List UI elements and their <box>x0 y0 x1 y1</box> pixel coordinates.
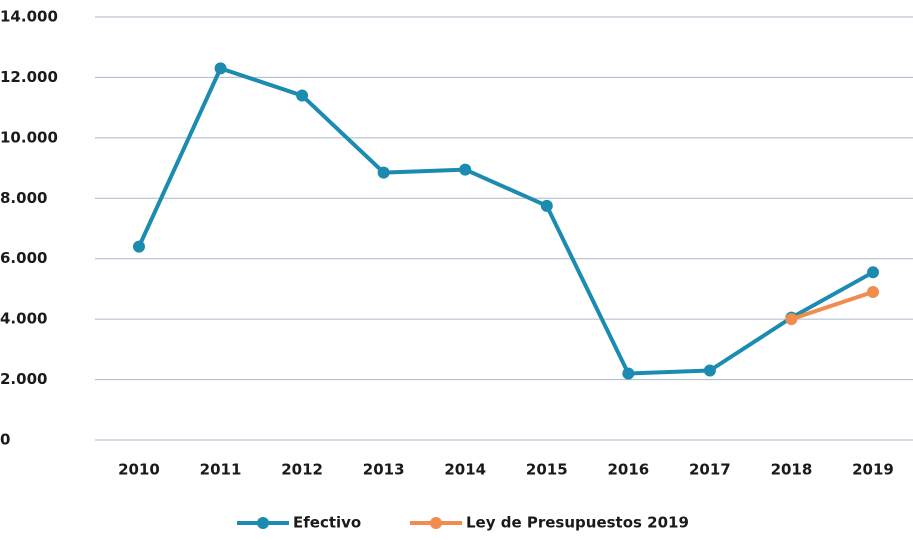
legend-label: Efectivo <box>293 514 361 532</box>
point <box>703 364 716 377</box>
legend-marker <box>257 517 269 529</box>
point <box>540 199 553 212</box>
point <box>622 367 635 380</box>
series-line <box>137 66 874 376</box>
point <box>296 89 309 102</box>
point <box>459 163 472 176</box>
x-tick-label: 2011 <box>200 461 242 479</box>
point <box>867 285 879 298</box>
point <box>785 313 798 326</box>
x-tick-label: 2010 <box>118 461 160 479</box>
x-tick-label: 2013 <box>363 461 405 479</box>
x-tick-label: 2015 <box>526 461 568 479</box>
y-tick-label: 14.000 <box>0 8 58 26</box>
series-line <box>790 290 874 322</box>
x-tick-label: 2019 <box>852 461 894 479</box>
x-tick-label: 2016 <box>607 461 649 479</box>
y-tick-label: 4.000 <box>0 310 47 328</box>
x-tick-label: 2017 <box>689 461 731 479</box>
point <box>133 240 145 253</box>
legend-label: Ley de Presupuestos 2019 <box>466 514 689 532</box>
y-tick-label: 2.000 <box>0 370 47 388</box>
point <box>214 62 227 75</box>
point <box>867 266 879 279</box>
y-tick-label: 6.000 <box>0 249 47 267</box>
legend-marker <box>430 517 442 529</box>
y-tick-label: 0 <box>0 431 10 449</box>
x-tick-label: 2018 <box>771 461 813 479</box>
y-tick-label: 12.000 <box>0 68 58 86</box>
x-tick-label: 2012 <box>281 461 323 479</box>
x-tick-label: 2014 <box>444 461 486 479</box>
y-tick-label: 8.000 <box>0 189 47 207</box>
point <box>377 166 390 179</box>
y-tick-label: 10.000 <box>0 128 58 146</box>
